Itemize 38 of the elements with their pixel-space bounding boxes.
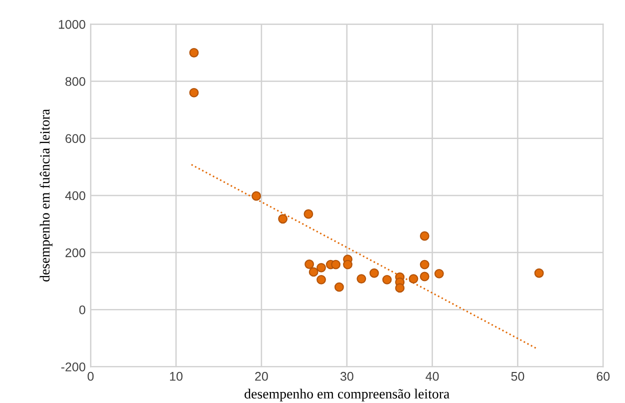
point <box>189 48 199 58</box>
point <box>316 274 326 284</box>
point <box>343 260 352 270</box>
point <box>334 282 344 292</box>
y-axis-title: desempenho em fuência leitora <box>40 109 52 282</box>
x-tick-label: 30 <box>340 372 354 381</box>
point <box>420 260 430 270</box>
point <box>382 274 392 284</box>
point <box>308 267 318 277</box>
x-tick-label: 20 <box>255 372 268 381</box>
point <box>252 191 262 201</box>
point <box>369 268 379 278</box>
point <box>408 274 418 284</box>
point <box>189 88 199 98</box>
x-tick-label: 40 <box>426 372 439 381</box>
point <box>434 268 444 278</box>
x-tick-label: 50 <box>511 372 524 381</box>
point <box>534 268 544 278</box>
y-tick-label: -200 <box>61 362 86 372</box>
point <box>316 262 326 272</box>
point <box>420 231 430 241</box>
point <box>356 274 366 284</box>
y-tick-label: 1000 <box>58 20 86 29</box>
point <box>304 209 314 219</box>
point <box>395 283 405 293</box>
point <box>278 214 288 224</box>
x-tick-label: 0 <box>88 372 94 381</box>
x-tick-label: 10 <box>170 372 183 381</box>
point <box>420 272 430 282</box>
y-tick-label: 200 <box>66 248 86 258</box>
x-tick-label: 60 <box>596 372 610 381</box>
x-axis-title: desempenho em compreensão leitora <box>244 388 450 402</box>
y-tick-label: 400 <box>65 191 86 200</box>
y-tick-label: 600 <box>66 134 86 144</box>
point <box>304 260 314 269</box>
point <box>331 260 340 270</box>
y-tick-label: 800 <box>65 77 86 86</box>
y-tick-label: 0 <box>79 305 86 314</box>
